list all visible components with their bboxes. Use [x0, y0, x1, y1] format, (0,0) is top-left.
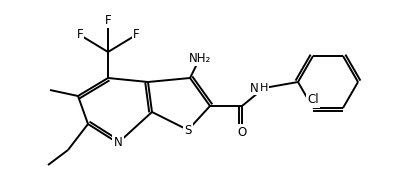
Text: N: N — [114, 137, 122, 149]
Text: Cl: Cl — [307, 93, 319, 106]
Text: S: S — [184, 124, 192, 137]
Text: N: N — [250, 81, 259, 95]
Text: F: F — [133, 29, 139, 42]
Text: NH₂: NH₂ — [189, 52, 211, 64]
Text: F: F — [77, 29, 83, 42]
Text: H: H — [260, 83, 268, 93]
Text: O: O — [237, 125, 246, 139]
Text: F: F — [105, 14, 111, 27]
